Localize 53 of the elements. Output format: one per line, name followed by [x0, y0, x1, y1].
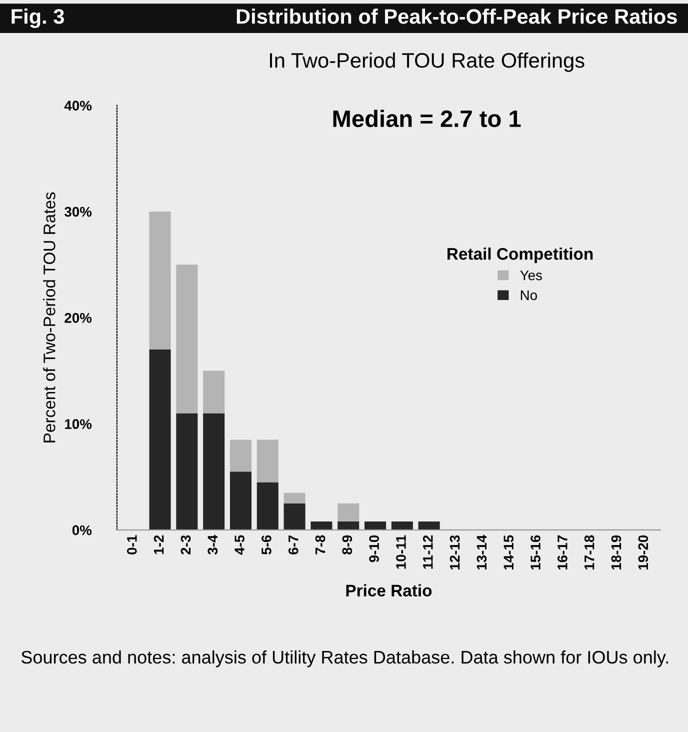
bar	[338, 521, 360, 530]
source-note: Sources and notes: analysis of Utility Rates Database. Data shown for IOUs only.	[21, 650, 668, 668]
x-tick-label: 19-20	[638, 535, 648, 570]
bar	[203, 413, 225, 530]
caption: Fig. 3	[12, 8, 64, 28]
x-tick-label: 17-18	[584, 535, 594, 570]
bar	[284, 503, 306, 530]
x-tick-label: 14-15	[504, 535, 514, 570]
x-tick-label: 12-13	[450, 535, 460, 570]
x-tick-label: 6-7	[288, 535, 298, 554]
legend-label: Yes	[520, 270, 542, 280]
bar	[418, 521, 440, 530]
x-tick-label: 8-9	[342, 535, 352, 554]
x-tick-label: 15-16	[530, 535, 540, 570]
bar	[203, 370, 225, 414]
bar	[149, 212, 171, 350]
bar	[256, 482, 278, 530]
x-tick-label: 4-5	[234, 535, 244, 555]
bar	[310, 521, 332, 530]
y-axis-title: Percent of Two-Period TOU Rates	[43, 192, 56, 442]
x-tick-label: 7-8	[315, 535, 326, 554]
x-axis-title: Price Ratio	[346, 584, 432, 596]
y-tick-label: 20%	[64, 313, 92, 323]
chart-title: Distribution of Peak-to-Off-Peak Price Ratios	[236, 8, 677, 24]
x-tick-label: 5-6	[262, 535, 272, 554]
annotation: Median = 2.7 to 1	[333, 110, 521, 128]
x-tick-label: 0-1	[126, 535, 137, 554]
chart-subtitle: In Two-Period TOU Rate Offerings	[270, 52, 584, 72]
x-tick-label: 13-14	[476, 534, 487, 570]
bar	[176, 264, 198, 414]
y-tick-label: 40%	[64, 100, 92, 111]
x-tick-label: 11-12	[422, 535, 433, 569]
x-tick-label: 1-2	[154, 535, 164, 554]
bar	[338, 503, 360, 522]
x-tick-label: 3-4	[208, 534, 218, 555]
x-tick-label: 2-3	[180, 535, 191, 554]
bar	[391, 521, 413, 530]
legend-label: No	[520, 290, 537, 300]
bar	[149, 350, 171, 530]
y-tick-label: 30%	[64, 206, 92, 217]
bar	[256, 440, 278, 482]
bar	[230, 472, 252, 530]
x-tick-label: 9-10	[369, 535, 379, 562]
bar	[364, 521, 386, 530]
y-tick-label: 10%	[65, 419, 92, 429]
legend-title: Retail Competition	[448, 248, 593, 264]
x-tick-label: 16-17	[558, 535, 568, 570]
bar	[230, 440, 252, 472]
bar	[176, 413, 198, 530]
bar	[284, 492, 306, 504]
x-tick-label: 18-19	[611, 535, 622, 570]
y-tick-label: 0%	[72, 525, 92, 536]
x-tick-label: 10-11	[396, 535, 406, 569]
